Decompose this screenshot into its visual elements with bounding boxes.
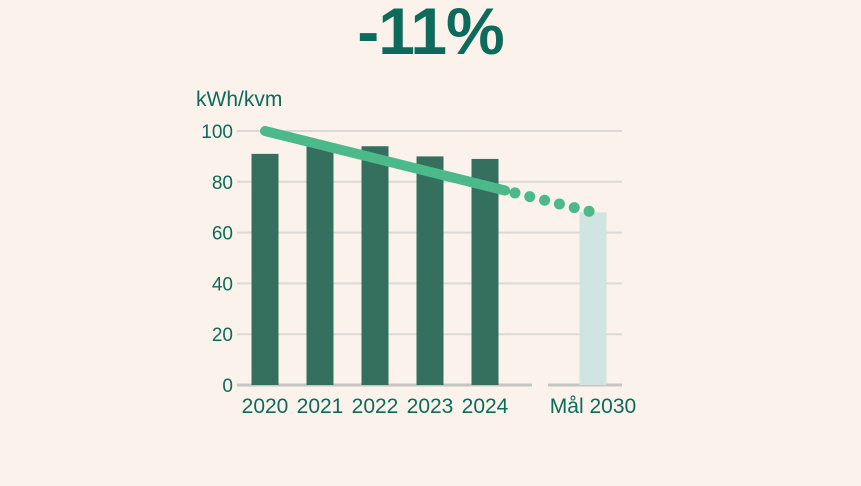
x-label-2024: 2024: [462, 395, 509, 418]
x-label-Mål-2030: Mål 2030: [550, 395, 636, 418]
y-tick-label-20: 20: [212, 325, 233, 346]
x-label-2022: 2022: [352, 395, 399, 418]
bar-2024: [471, 158, 499, 385]
y-tick-label-80: 80: [212, 173, 233, 194]
x-label-2020: 2020: [242, 395, 289, 418]
goal-line-dot-1: [509, 187, 521, 199]
goal-line-dot-6: [583, 205, 595, 217]
bar-2021: [306, 146, 334, 385]
goal-line-dot-3: [539, 194, 551, 206]
goal-line-dot-5: [568, 202, 580, 214]
goal-line-dot-4: [553, 198, 565, 210]
y-tick-label-0: 0: [222, 376, 233, 397]
y-tick-label-60: 60: [212, 224, 233, 245]
bar-2023: [416, 156, 444, 385]
goal-line-solid: [260, 126, 511, 196]
goal-line-dot-2: [524, 191, 536, 203]
headline-percentage: -11%: [357, 0, 504, 68]
target-bar-Mål 2030: [579, 212, 607, 385]
x-label-2021: 2021: [297, 395, 344, 418]
bar-2020: [251, 153, 279, 385]
bar-2022: [361, 146, 389, 385]
y-tick-label-40: 40: [212, 274, 233, 295]
y-axis-unit-label: kWh/kvm: [196, 88, 283, 111]
x-label-2023: 2023: [407, 395, 454, 418]
y-tick-label-100: 100: [201, 122, 233, 143]
